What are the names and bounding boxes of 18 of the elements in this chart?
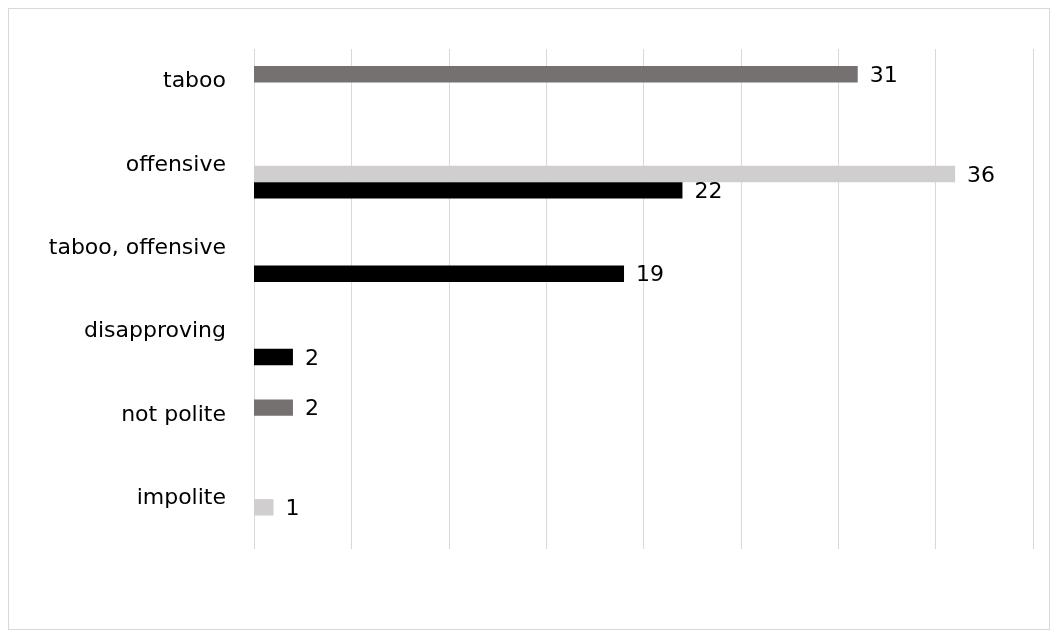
bar [254, 399, 293, 416]
data-label: 36 [967, 161, 996, 187]
y-tick-label: offensive [125, 150, 226, 176]
y-tick-label: taboo, offensive [48, 233, 226, 259]
y-tick-label: taboo [163, 67, 226, 93]
bar [254, 265, 625, 282]
data-label: 1 [285, 494, 300, 520]
bar [254, 348, 293, 366]
bar [254, 182, 683, 199]
bar [254, 66, 858, 83]
data-label: 19 [636, 261, 665, 287]
y-tick-label: not polite [121, 400, 226, 426]
data-label: 2 [304, 395, 319, 421]
data-label: 2 [304, 344, 319, 370]
y-tick-label: impolite [136, 483, 226, 509]
y-tick-label: disapproving [83, 317, 226, 343]
data-label: 22 [694, 177, 723, 203]
data-label: 31 [869, 61, 898, 87]
